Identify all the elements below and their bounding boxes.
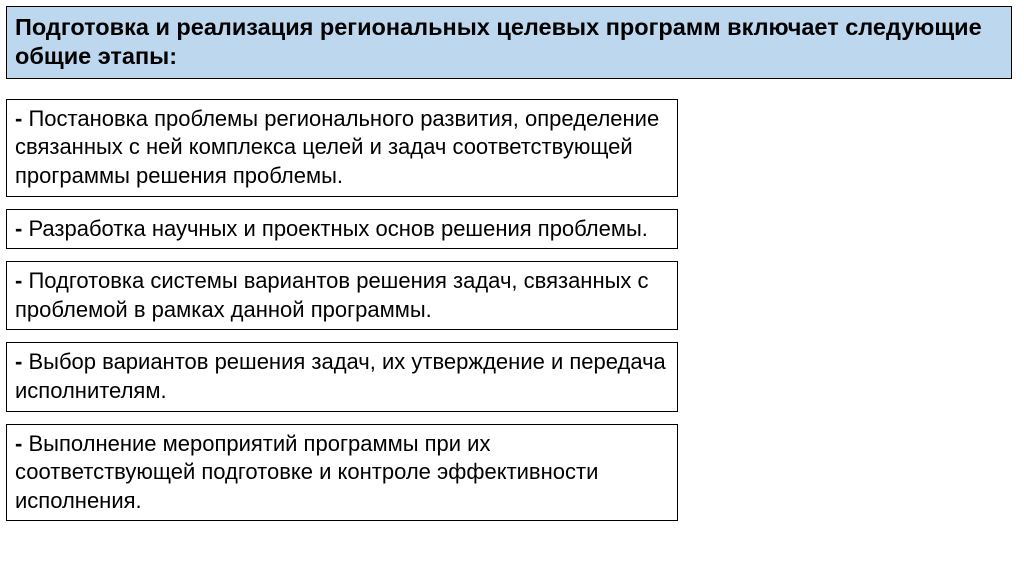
stage-text: Постановка проблемы регионального развит…: [15, 106, 659, 188]
stage-text: Подготовка системы вариантов решения зад…: [15, 268, 649, 322]
stage-text: Выбор вариантов решения задач, их утверж…: [15, 349, 666, 403]
stage-text: Выполнение мероприятий программы при их …: [15, 431, 598, 513]
header-text: Подготовка и реализация региональных цел…: [15, 14, 982, 69]
stage-box: - Выбор вариантов решения задач, их утве…: [6, 342, 678, 411]
dash-prefix: -: [15, 106, 28, 131]
stage-box: - Выполнение мероприятий программы при и…: [6, 424, 678, 522]
stage-box: - Постановка проблемы регионального разв…: [6, 99, 678, 197]
stage-box: - Разработка научных и проектных основ р…: [6, 209, 678, 250]
dash-prefix: -: [15, 216, 28, 241]
stage-box: - Подготовка системы вариантов решения з…: [6, 261, 678, 330]
dash-prefix: -: [15, 349, 28, 374]
dash-prefix: -: [15, 268, 28, 293]
header-bar: Подготовка и реализация региональных цел…: [6, 6, 1012, 79]
stage-text: Разработка научных и проектных основ реш…: [28, 216, 647, 241]
dash-prefix: -: [15, 431, 28, 456]
